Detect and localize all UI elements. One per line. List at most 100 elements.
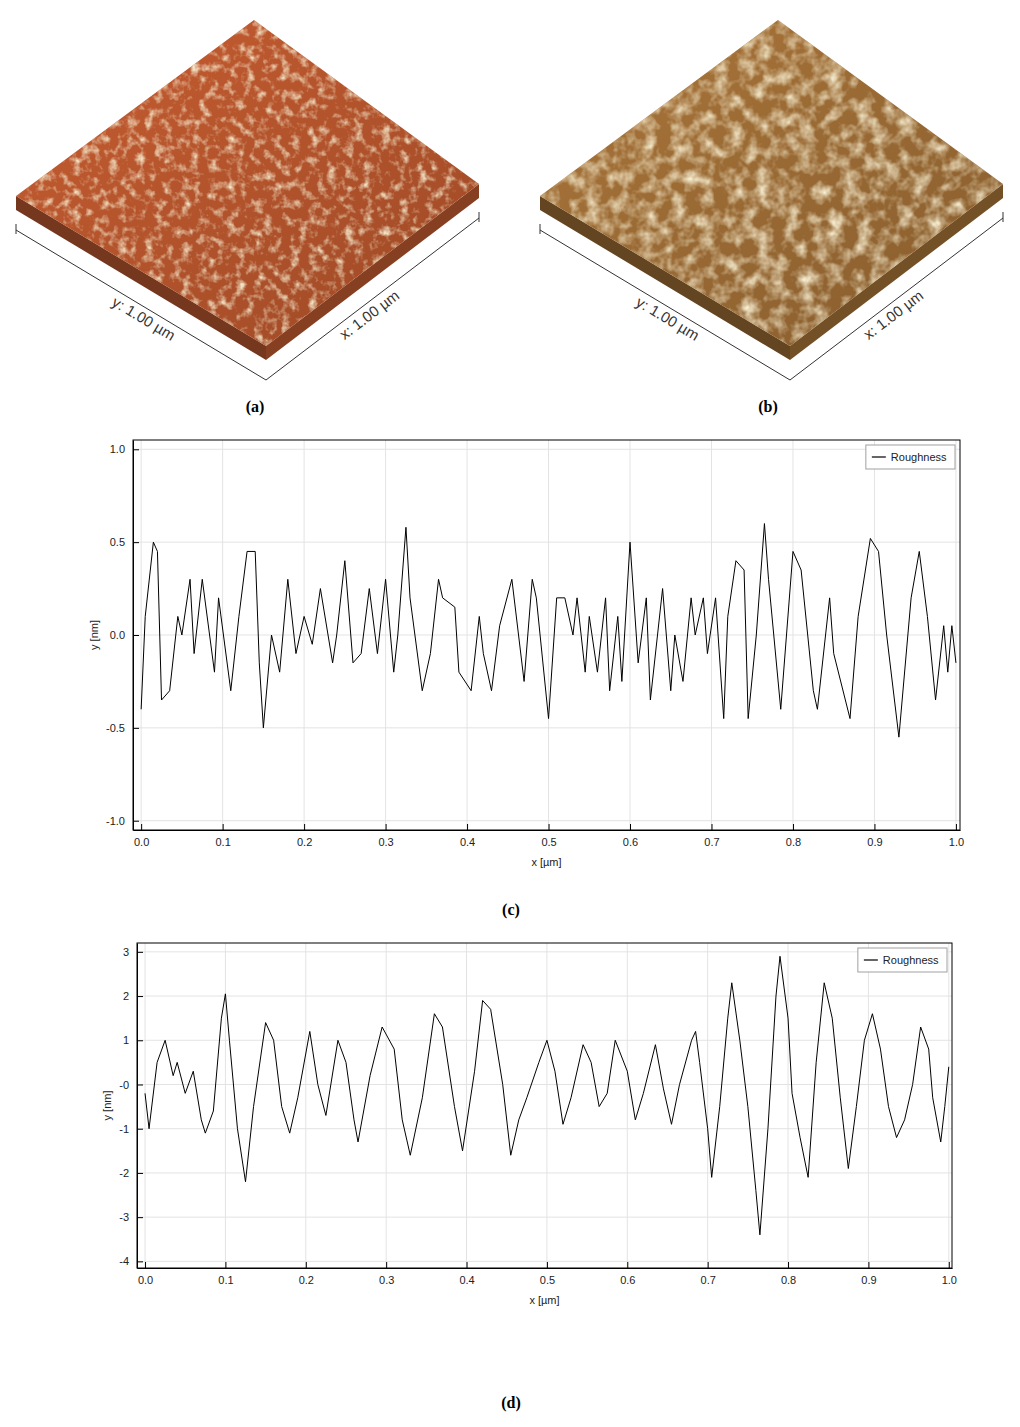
surface-top: [540, 20, 1003, 346]
grid-line: [868, 943, 869, 1268]
surface-panel: y: 1.00 µmx: 1.00 µm: [540, 20, 1003, 380]
tick-label: -1.0: [106, 815, 125, 827]
tick: 0.7: [704, 824, 719, 848]
x-axis-title: x [µm]: [531, 856, 561, 868]
data-layer: [141, 524, 956, 738]
line-series: [145, 956, 949, 1235]
tick: 0.2: [299, 1262, 314, 1286]
axis-line: [16, 218, 479, 380]
tick: 1: [123, 1034, 143, 1046]
tick-label: 1.0: [949, 836, 964, 848]
tick-mark: [137, 1040, 143, 1041]
grid-line: [305, 943, 306, 1268]
x-axis: 0.00.10.20.30.40.50.60.70.80.91.0: [134, 824, 965, 848]
axis-label: y: 1.00 µm: [109, 293, 178, 344]
tick-mark: [137, 1261, 143, 1262]
axis-line: [137, 944, 138, 1269]
y-axis: -1.0-0.50.00.51.0: [106, 441, 139, 831]
tick: 0.8: [786, 824, 801, 848]
panel-label: (c): [502, 901, 520, 919]
grid-line: [137, 1261, 952, 1262]
tick-label: -1: [119, 1123, 129, 1135]
tick-mark: [630, 824, 631, 830]
figure: y: 1.00 µmx: 1.00 µm(a)y: 1.00 µmx: 1.00…: [0, 0, 1020, 1427]
legend-label: Roughness: [891, 451, 947, 463]
panel-label: (b): [758, 398, 778, 416]
tick: 0.5: [110, 536, 139, 548]
legend: Roughness: [858, 948, 947, 972]
tick-mark: [868, 1262, 869, 1268]
tick: 0.6: [623, 824, 638, 848]
axis-label: x: 1.00 µm: [860, 287, 926, 343]
plot-frame: [137, 943, 952, 1268]
legend: Roughness: [866, 445, 955, 469]
grid-line: [133, 635, 960, 636]
tick-label: -3: [119, 1211, 129, 1223]
plot-background: [137, 943, 952, 1268]
tick-label: 0.5: [541, 836, 556, 848]
tick: 0.5: [540, 1262, 555, 1286]
legend-swatch: [872, 456, 886, 457]
line-chart: 0.00.10.20.30.40.50.60.70.80.91.0-4-3-2-…: [101, 943, 957, 1306]
tick-label: 0.9: [867, 836, 882, 848]
tick: 0.0: [138, 1262, 153, 1286]
tick: -0.5: [106, 722, 139, 734]
tick-label: 0.5: [540, 1274, 555, 1286]
tick-mark: [225, 1262, 226, 1268]
tick-mark: [386, 1262, 387, 1268]
surface-texture: [540, 20, 1003, 346]
plot-background: [133, 440, 960, 830]
tick-label: 0.1: [215, 836, 230, 848]
tick: 0.1: [218, 1262, 233, 1286]
tick: -1: [119, 1123, 143, 1135]
plot-frame: [133, 440, 960, 830]
tick-label: 0.6: [623, 836, 638, 848]
tick-mark: [386, 824, 387, 830]
tick-mark: [133, 821, 139, 822]
tick-mark: [133, 635, 139, 636]
tick: 0.1: [215, 824, 230, 848]
tick-mark: [137, 1173, 143, 1174]
grid: [137, 943, 952, 1268]
tick: 0.6: [620, 1262, 635, 1286]
surface-texture: [16, 20, 479, 346]
tick-label: 0.8: [781, 1274, 796, 1286]
tick-label: 0.2: [297, 836, 312, 848]
tick-mark: [141, 824, 142, 830]
tick-label: 2: [123, 990, 129, 1002]
tick-mark: [949, 1262, 950, 1268]
tick-label: 3: [123, 946, 129, 958]
tick-mark: [874, 824, 875, 830]
tick: 0.5: [541, 824, 556, 848]
tick-label: 0.6: [620, 1274, 635, 1286]
tick: -0: [119, 1079, 143, 1091]
tick-mark: [137, 996, 143, 997]
grid-line: [137, 1217, 952, 1218]
tick: 0.3: [379, 1262, 394, 1286]
tick-label: 0.7: [701, 1274, 716, 1286]
grid-line: [948, 943, 949, 1268]
grid-line: [707, 943, 708, 1268]
tick-label: -4: [119, 1255, 129, 1267]
grid-line: [137, 1084, 952, 1085]
grid-line: [137, 1172, 952, 1173]
tick-label: 0.4: [459, 1274, 474, 1286]
tick-label: 0.5: [110, 536, 125, 548]
tick-label: -2: [119, 1167, 129, 1179]
tick-mark: [467, 1262, 468, 1268]
grid-line: [133, 449, 960, 450]
tick-label: -0: [119, 1079, 129, 1091]
tick-mark: [133, 728, 139, 729]
tick-label: 0.3: [379, 1274, 394, 1286]
legend-label: Roughness: [883, 954, 939, 966]
legend-box: [858, 948, 947, 972]
tick-label: -0.5: [106, 722, 125, 734]
grid-line: [225, 943, 226, 1268]
tick: 0.0: [134, 824, 149, 848]
axis-end: [16, 224, 17, 234]
tick: 0.9: [861, 1262, 876, 1286]
tick-mark: [137, 1129, 143, 1130]
legend-swatch: [864, 959, 878, 960]
grid-line: [137, 1040, 952, 1041]
tick-mark: [306, 1262, 307, 1268]
